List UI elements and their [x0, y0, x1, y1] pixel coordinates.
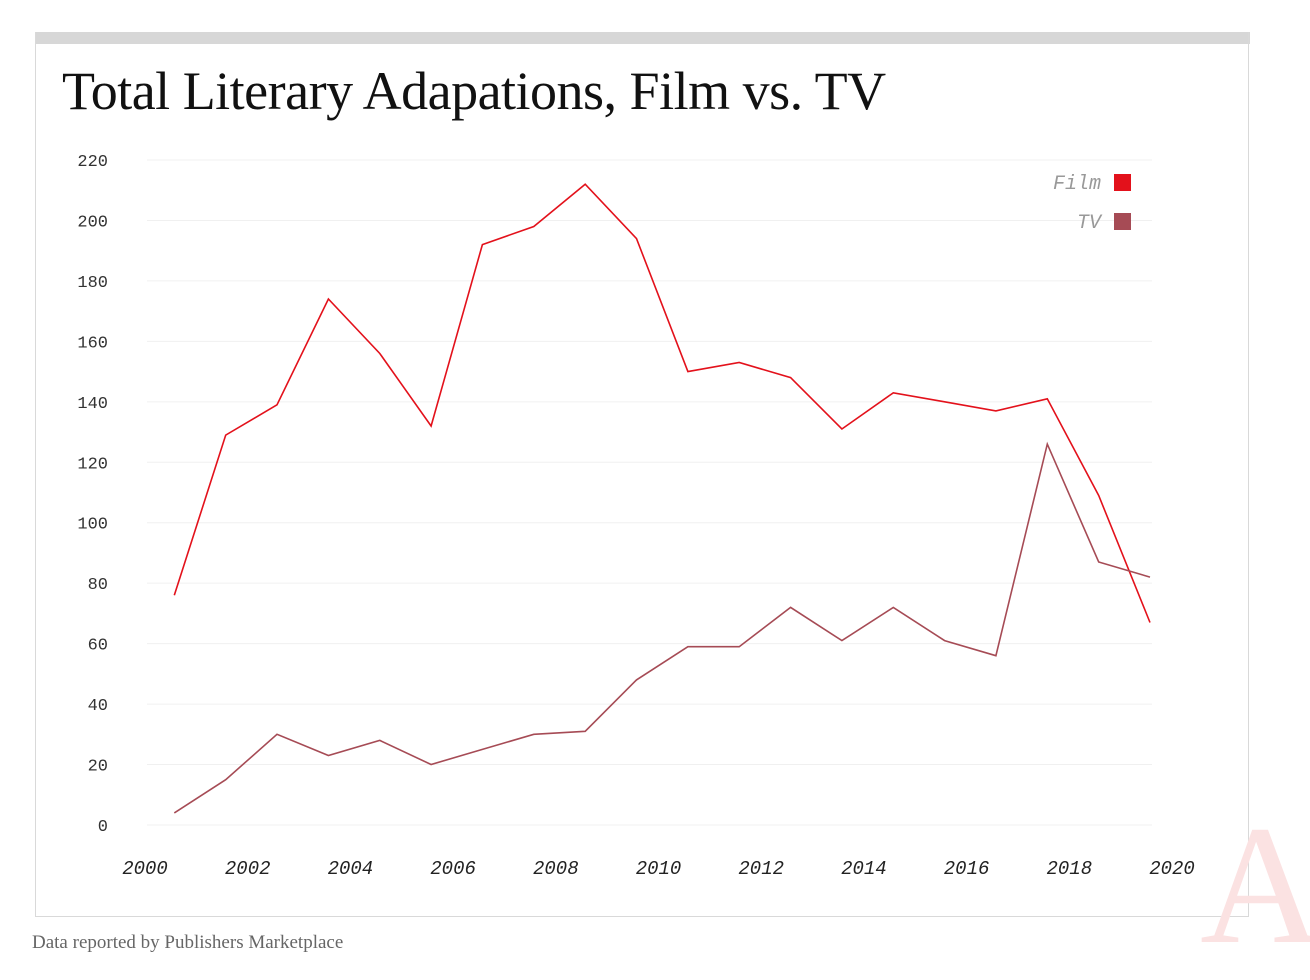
y-tick-label: 40 — [88, 697, 108, 716]
series-line-film — [173, 183, 1151, 623]
x-tick-label: 2010 — [636, 858, 682, 880]
y-tick-label: 220 — [77, 153, 108, 172]
y-axis-ticks: 0 20 40 60 80 100 120 140 160 180 200 220 — [77, 153, 108, 837]
x-tick-label: 2000 — [122, 858, 168, 880]
x-tick-label: 2020 — [1149, 858, 1195, 880]
y-tick-label: 20 — [88, 758, 108, 777]
legend-label-tv: TV — [1077, 212, 1103, 235]
x-tick-label: 2006 — [430, 858, 476, 880]
y-tick-label: 120 — [77, 455, 108, 474]
y-tick-label: 160 — [77, 334, 108, 353]
y-tick-label: 60 — [88, 637, 108, 656]
y-tick-label: 80 — [88, 576, 108, 595]
y-tick-label: 0 — [98, 818, 108, 837]
series-lines — [173, 183, 1151, 814]
card-top-bar — [35, 32, 1250, 44]
x-tick-label: 2008 — [533, 858, 579, 880]
x-tick-label: 2014 — [841, 858, 887, 880]
legend-swatch-film — [1114, 174, 1131, 191]
series-line-tv — [173, 441, 1151, 814]
y-tick-label: 200 — [77, 213, 108, 232]
brand-logo-letter: A — [1200, 791, 1310, 979]
legend-label-film: Film — [1053, 173, 1101, 196]
chart-title: Total Literary Adapations, Film vs. TV — [62, 61, 886, 121]
x-axis-ticks: 2000 2002 2004 2006 2008 2010 2012 2014 2016 2018… — [122, 858, 1195, 880]
y-tick-label: 140 — [77, 395, 108, 414]
y-tick-label: 180 — [77, 274, 108, 293]
y-tick-label: 100 — [77, 516, 108, 535]
legend: Film TV — [1053, 173, 1131, 235]
x-tick-label: 2016 — [944, 858, 990, 880]
x-tick-label: 2004 — [328, 858, 374, 880]
source-footnote: Data reported by Publishers Marketplace — [32, 932, 344, 953]
x-tick-label: 2018 — [1046, 858, 1092, 880]
chart-card — [35, 32, 1249, 917]
legend-swatch-tv — [1114, 213, 1131, 230]
x-tick-label: 2012 — [738, 858, 784, 880]
gridlines — [147, 159, 1152, 826]
x-tick-label: 2002 — [225, 858, 271, 880]
